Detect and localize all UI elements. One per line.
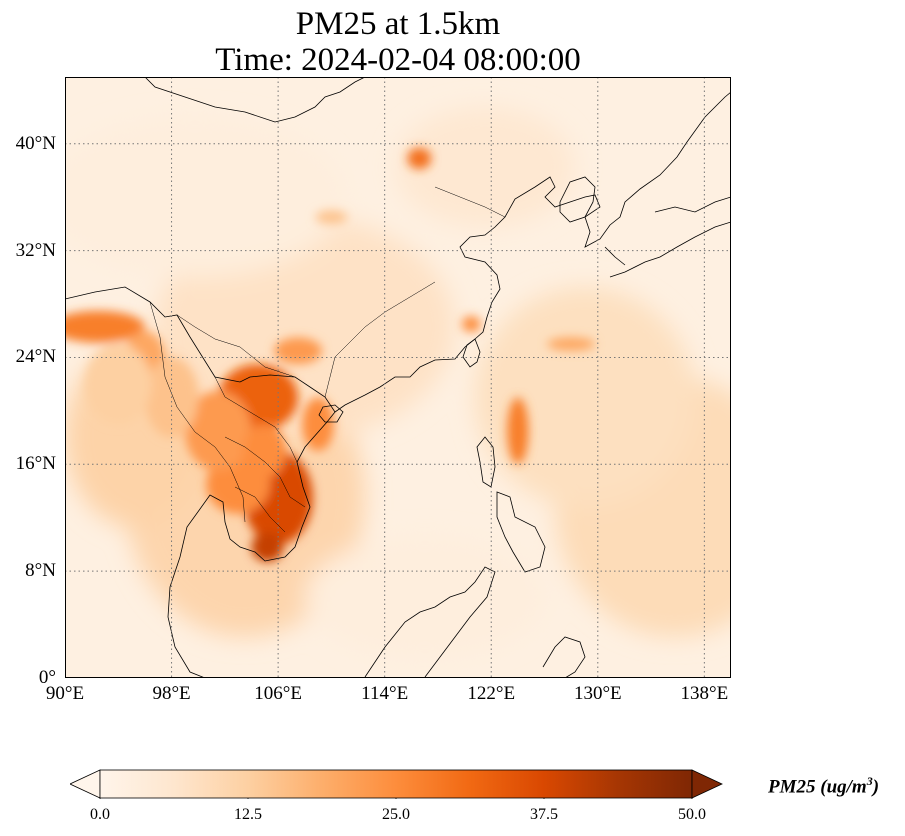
lat-tick-label: 24°N [15,346,56,368]
pm25-hotspot-2 [251,532,284,562]
pm25-hotspot-4 [184,390,252,471]
lon-tick-label: 122°E [467,683,516,704]
lon-tick-label: 90°E [45,683,85,704]
lon-tick-label: 106°E [254,683,302,704]
lat-tick-label: 16°N [15,453,56,475]
coastline-layer [65,77,731,678]
pm25-hotspot-14 [315,210,348,224]
lat-tick-label: 8°N [25,560,56,582]
lat-tick-label: 0° [38,667,56,688]
colorbar-tick-label: 37.5 [530,806,558,823]
lon-tick-label: 130°E [573,683,622,704]
colorbar [70,769,723,799]
pm25-map [65,77,731,678]
pm25-hotspot-11 [507,397,529,465]
colorbar-min-extend [70,769,101,799]
hotspot-layer [65,147,596,562]
lon-tick-label: 114°E [361,683,409,704]
pm25-hotspot-12 [547,337,596,351]
pm25-hotspot-13 [302,397,335,451]
pm25-hotspot-16 [84,344,152,425]
map-title: PM25 at 1.5km [295,6,501,42]
colorbar-tickmarks [99,798,693,799]
border-layer [149,186,506,533]
colorbar-tick-label: 25.0 [382,806,410,823]
lon-tick-label: 138°E [680,683,729,704]
colorbar-max-extend [691,769,723,799]
lat-tick-label: 32°N [15,239,56,261]
map-frame [65,77,731,678]
pm25-hotspot-8 [407,147,432,170]
lon-tick-label: 98°E [152,683,191,704]
lat-tick-label: 40°N [15,132,56,154]
pm25-hotspot-9 [274,337,323,365]
colorbar-gradient [99,769,693,799]
pm25-hotspot-10 [461,316,481,333]
colorbar-label: PM25 (ug/m3) [768,774,880,798]
pm25-hotspot-6 [65,310,145,343]
gridline-layer [65,77,731,678]
colorbar-tick-label: 0.0 [90,806,110,823]
colorbar-tick-label: 12.5 [234,806,262,823]
colorbar-tick-label: 50.0 [678,806,706,823]
map-subtitle-time: Time: 2024-02-04 08:00:00 [215,42,581,78]
